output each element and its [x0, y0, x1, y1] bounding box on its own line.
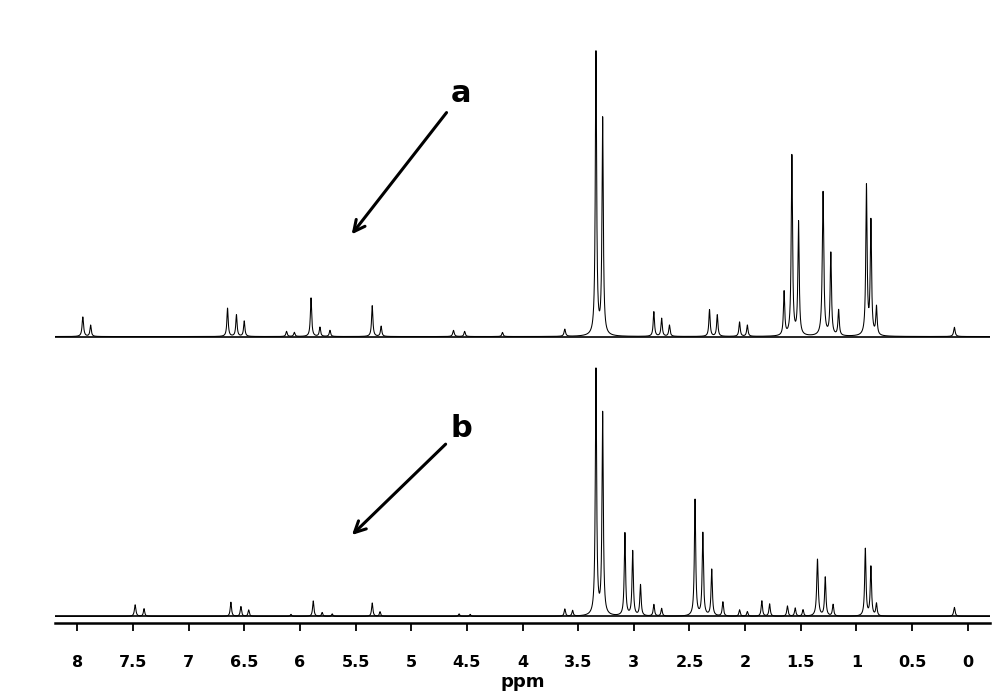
Text: a: a — [354, 79, 472, 232]
X-axis label: ppm: ppm — [500, 673, 545, 690]
Text: b: b — [354, 415, 472, 532]
